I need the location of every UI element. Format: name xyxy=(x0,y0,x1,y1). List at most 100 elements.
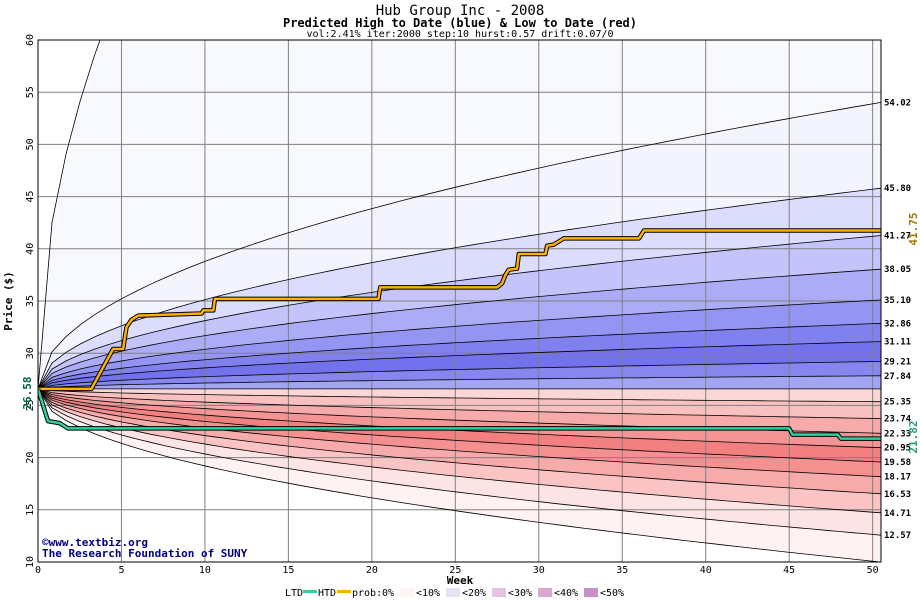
band-end-label: 54.02 xyxy=(884,98,911,108)
band-end-label: 31.11 xyxy=(884,338,911,348)
band-end-label: 19.58 xyxy=(884,458,911,468)
y-tick-label: 20 xyxy=(25,452,36,464)
ltd-line xyxy=(38,388,881,440)
band-boundary-line xyxy=(38,341,881,390)
legend: LTD HTD prob: 0% <10% <20% <30% <40% <50… xyxy=(285,588,624,599)
band-end-label: 32.86 xyxy=(884,319,911,329)
legend-p20-label: <20% xyxy=(462,588,486,599)
band-end-label: 23.74 xyxy=(884,415,912,425)
lower-band-19.58 xyxy=(38,388,881,462)
upper-band-outer xyxy=(38,40,881,389)
chart-title: Hub Group Inc - 2008 xyxy=(375,3,545,19)
legend-htd-swatch xyxy=(337,590,351,593)
y-tick-label: 15 xyxy=(25,504,36,516)
band-end-label: 27.84 xyxy=(884,372,912,382)
legend-htd-label: HTD xyxy=(318,588,336,599)
x-axis-label: Week xyxy=(447,574,474,587)
band-end-label: 12.57 xyxy=(884,531,911,541)
band-boundary-line xyxy=(38,388,881,495)
band-boundary-line xyxy=(38,388,881,463)
legend-p30-label: <30% xyxy=(508,588,532,599)
legend-p40-label: <40% xyxy=(554,588,578,599)
y-tick-label: 40 xyxy=(25,243,36,255)
lower-band-18.17 xyxy=(38,388,881,477)
legend-p0-swatch xyxy=(400,588,414,597)
band-boundary-line xyxy=(38,388,881,403)
chart-parameters: vol:2.41% iter:2000 step:10 hurst:0.57 d… xyxy=(306,29,614,40)
band-end-label: 25.35 xyxy=(884,398,911,408)
y-tick-label: 35 xyxy=(25,295,36,307)
x-tick-label: 50 xyxy=(867,565,879,576)
upper-band-41.27 xyxy=(38,235,881,389)
x-tick-label: 5 xyxy=(118,565,124,576)
legend-p50-label: <50% xyxy=(600,588,624,599)
band-end-label: 29.21 xyxy=(884,357,911,367)
band-boundary-line xyxy=(38,187,881,390)
y-tick-label: 55 xyxy=(25,86,36,98)
band-end-label: 14.71 xyxy=(884,509,911,519)
band-boundary-line xyxy=(38,322,881,390)
legend-p10-swatch xyxy=(446,588,460,597)
x-tick-label: 20 xyxy=(366,565,378,576)
band-boundary-line xyxy=(38,388,881,478)
band-end-label: 18.17 xyxy=(884,473,911,483)
ltd-end-label: 21.82 xyxy=(907,420,920,453)
legend-prob-label: prob: xyxy=(352,588,382,599)
band-end-label: 16.53 xyxy=(884,490,911,500)
x-tick-label: 0 xyxy=(35,565,41,576)
legend-ltd-swatch xyxy=(303,590,317,593)
legend-p30-swatch xyxy=(538,588,552,597)
y-tick-label: 60 xyxy=(25,34,36,46)
band-end-label: 45.80 xyxy=(884,184,911,194)
band-boundary-line xyxy=(38,388,881,536)
band-boundary-line xyxy=(38,235,881,390)
lower-band-12.57 xyxy=(38,388,881,536)
band-boundary-line xyxy=(38,388,881,419)
band-boundary-line xyxy=(38,375,881,390)
y-tick-label: 50 xyxy=(25,138,36,150)
upper-band-27.84 xyxy=(38,375,881,389)
x-tick-label: 45 xyxy=(783,565,795,576)
upper-band-38.05 xyxy=(38,269,881,389)
upper-band-32.86 xyxy=(38,323,881,389)
plot-frame xyxy=(37,39,882,563)
x-tick-label: 10 xyxy=(199,565,211,576)
start-price-label: 26.58 xyxy=(21,376,34,409)
lower-band-23.74 xyxy=(38,388,881,419)
chart-subtitle: Predicted High to Date (blue) & Low to D… xyxy=(282,16,637,30)
band-end-label: 22.33 xyxy=(884,429,911,439)
band-boundary-line xyxy=(38,268,881,390)
legend-p20-swatch xyxy=(492,588,506,597)
x-tick-label: 25 xyxy=(449,565,461,576)
band-boundary-line xyxy=(38,388,881,562)
y-tick-label: 30 xyxy=(25,347,36,359)
band-end-label: 38.05 xyxy=(884,265,911,275)
watermark-url: ©www.textbiz.org xyxy=(42,536,148,549)
legend-p0-label: 0% xyxy=(382,588,394,599)
upper-band-45.80 xyxy=(38,188,881,389)
y-tick-label: 45 xyxy=(25,191,36,203)
legend-p40-swatch xyxy=(584,588,598,597)
y-tick-label: 10 xyxy=(25,556,36,568)
x-tick-label: 30 xyxy=(533,565,545,576)
lower-band-22.33 xyxy=(38,388,881,434)
lower-band-outer xyxy=(38,388,881,562)
lower-band-20.95 xyxy=(38,388,881,448)
upper-band-54.02 xyxy=(38,102,881,389)
band-end-label: 41.27 xyxy=(884,232,911,242)
lower-band-16.53 xyxy=(38,388,881,494)
watermark-org: The Research Foundation of SUNY xyxy=(42,547,248,560)
lower-band-25.35 xyxy=(38,388,881,402)
lower-band-14.71 xyxy=(38,388,881,513)
x-tick-label: 15 xyxy=(282,565,294,576)
x-tick-label: 40 xyxy=(700,565,712,576)
legend-p10-label: <10% xyxy=(416,588,440,599)
upper-band-35.10 xyxy=(38,300,881,389)
band-boundary-line xyxy=(38,388,881,514)
band-boundary-line xyxy=(38,361,881,390)
band-end-label: 35.10 xyxy=(884,296,911,306)
legend-ltd-label: LTD xyxy=(285,588,303,599)
band-boundary-line xyxy=(38,102,881,390)
x-tick-label: 35 xyxy=(616,565,628,576)
